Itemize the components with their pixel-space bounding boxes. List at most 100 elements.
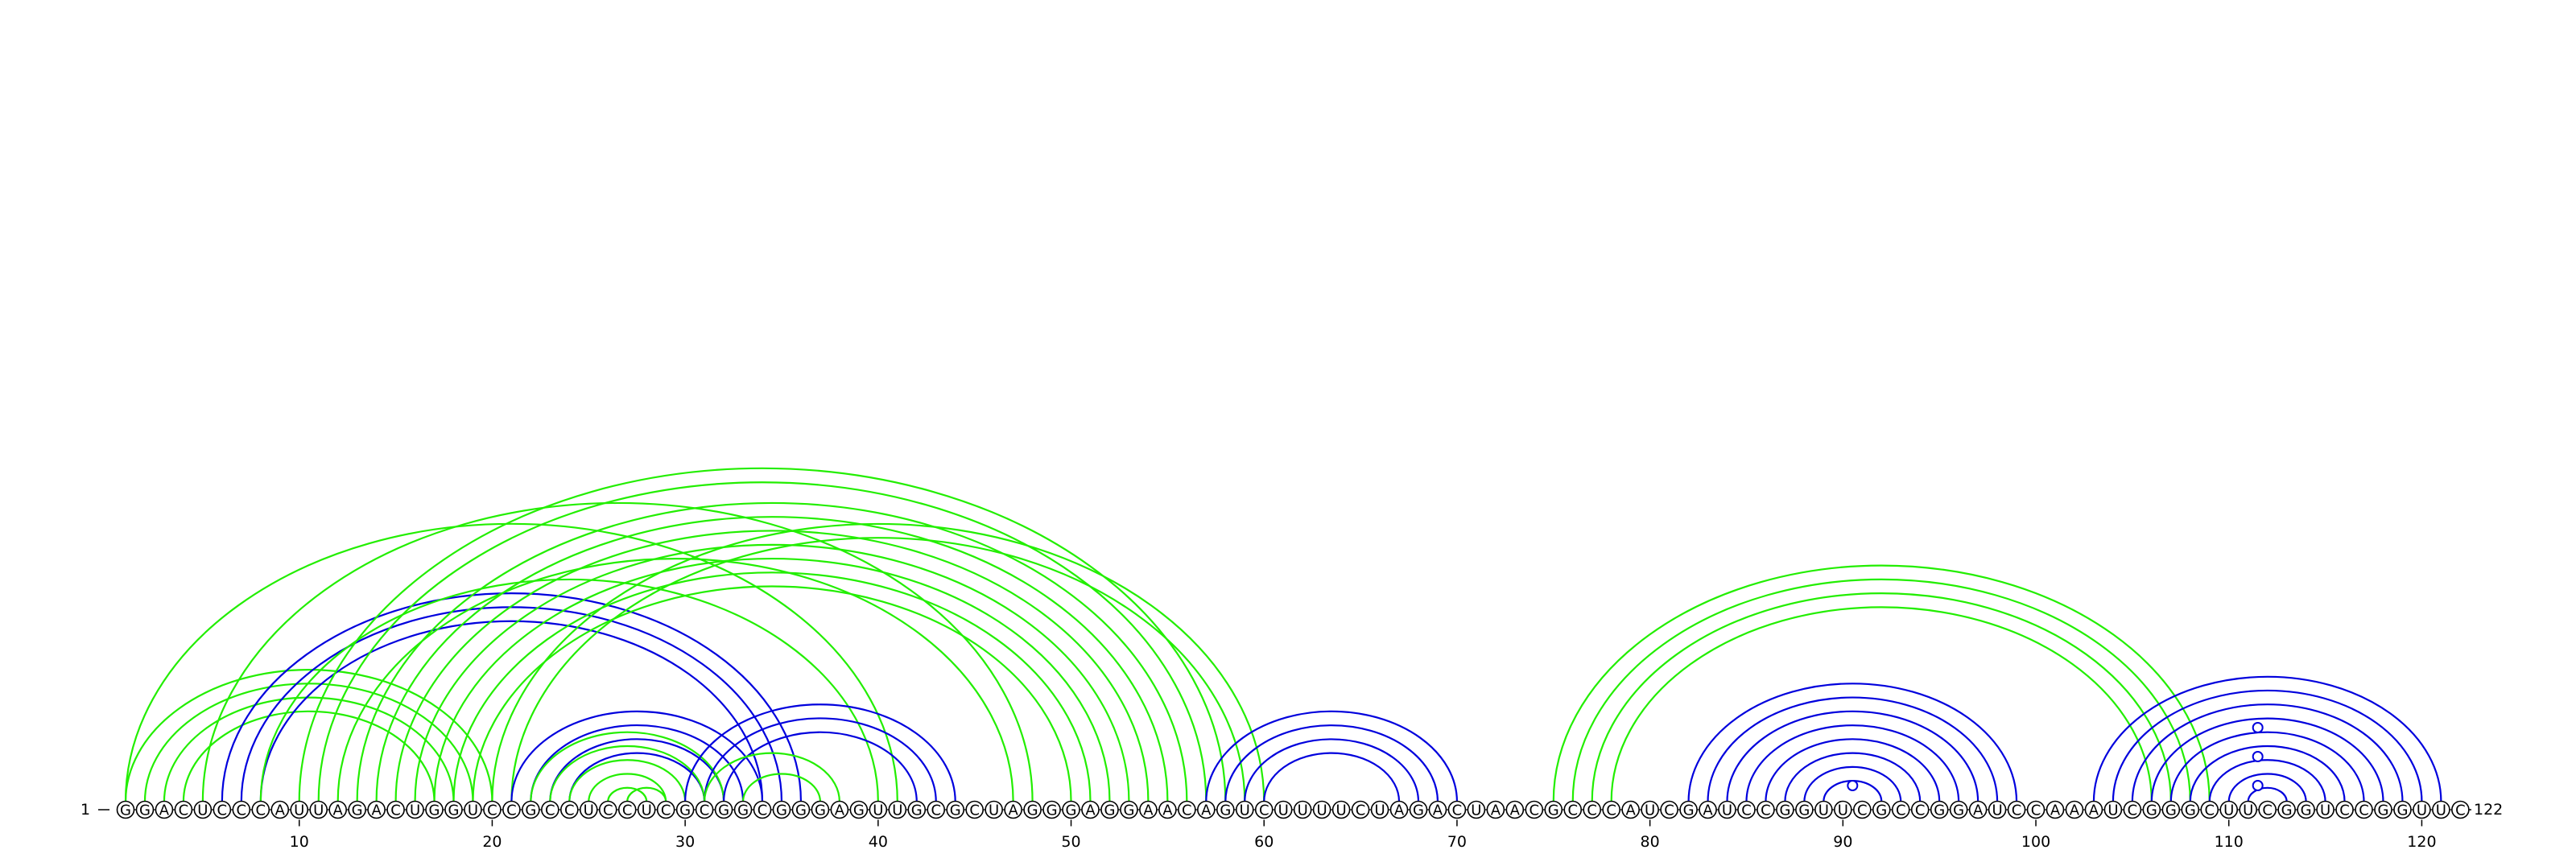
nucleotide-77: C	[1583, 800, 1602, 819]
loop-marker-2	[2252, 780, 2264, 791]
nucleotide-letter: A	[1703, 802, 1713, 819]
arc-32-42	[722, 731, 918, 802]
nucleotide-letter: C	[2262, 802, 2273, 819]
arc-19-50	[472, 585, 1072, 802]
position-ticks: 10 20 30 40 50 60 70 80 90 100 110 120	[290, 819, 2437, 851]
nucleotide-115: U	[2316, 800, 2334, 819]
nucleotide-letter: U	[1645, 802, 1655, 819]
nucleotide-circle	[1544, 800, 1563, 819]
nucleotide-letter: G	[1123, 802, 1134, 819]
nucleotide-circle	[1447, 800, 1467, 819]
nucleotide-letter: C	[2012, 802, 2022, 819]
nucleotide-letter: A	[1973, 802, 1984, 819]
arc-31-38	[704, 752, 840, 802]
nucleotide-6: C	[213, 800, 232, 819]
nucleotide-110: U	[2219, 800, 2239, 819]
nucleotide-letter: C	[390, 802, 401, 819]
tick-label-30: 30	[675, 833, 695, 851]
nucleotide-circle	[116, 800, 135, 819]
nucleotide-58: G	[1216, 800, 1235, 819]
nucleotide-112: C	[2258, 800, 2277, 819]
nucleotide-4: C	[174, 800, 193, 819]
nucleotide-circle	[1563, 800, 1583, 819]
nucleotide-78: C	[1602, 800, 1620, 819]
nucleotide-circle	[1853, 800, 1872, 819]
nucleotide-circle	[541, 800, 559, 819]
nucleotide-20: C	[483, 800, 502, 819]
nucleotide-letter: A	[1162, 802, 1173, 819]
tick-label-80: 80	[1641, 833, 1660, 851]
tick-label-90: 90	[1833, 833, 1852, 851]
nucleotide-116: C	[2335, 800, 2354, 819]
nucleotide-87: G	[1776, 800, 1794, 819]
nucleotide-letter: C	[700, 802, 710, 819]
nucleotide-circle	[1621, 800, 1640, 819]
nucleotide-circle	[888, 800, 907, 819]
nucleotide-circle	[1139, 800, 1158, 819]
nucleotide-letter: U	[1374, 802, 1385, 819]
arc-31-43	[704, 717, 937, 802]
nucleotide-letter: C	[1857, 802, 1868, 819]
nucleotide-49: G	[1042, 800, 1061, 819]
nucleotide-circle	[1467, 800, 1486, 819]
arc-77-107	[1591, 592, 2172, 802]
nucleotide-circle	[1370, 800, 1389, 819]
arc-8-34	[259, 620, 764, 802]
nucleotide-letter: U	[642, 802, 652, 819]
nucleotide-letter: G	[1779, 802, 1790, 819]
nucleotide-119: G	[2393, 800, 2412, 819]
nucleotide-circle	[2258, 800, 2277, 819]
nucleotide-83: A	[1699, 800, 1717, 819]
nucleotide-120: U	[2413, 800, 2431, 819]
nucleotide-letter: A	[1491, 802, 1501, 819]
nucleotide-letter: G	[448, 802, 460, 819]
arc-60-67	[1263, 752, 1401, 802]
nucleotide-76: C	[1563, 800, 1583, 819]
nucleotide-letter: U	[197, 802, 208, 819]
arc-12-47	[336, 557, 1014, 802]
nucleotide-letter: G	[795, 802, 807, 819]
tick-label-70: 70	[1447, 833, 1467, 851]
nucleotide-14: A	[367, 800, 386, 819]
nucleotide-letter: G	[2165, 802, 2177, 819]
nucleotide-circle	[1331, 800, 1351, 819]
nucleotide-59: U	[1235, 800, 1254, 819]
nucleotide-19: U	[464, 800, 482, 819]
nucleotide-circle	[2142, 800, 2161, 819]
nucleotide-108: G	[2181, 800, 2200, 819]
nucleotide-circle	[869, 800, 888, 819]
nucleotide-27: C	[617, 800, 637, 819]
nucleotide-97: A	[1968, 800, 1988, 819]
nucleotide-letter: G	[679, 802, 691, 819]
nucleotide-letter: U	[873, 802, 883, 819]
nucleotide-letter: C	[603, 802, 613, 819]
nucleotide-circle	[425, 800, 444, 819]
arc-24-30	[568, 759, 687, 802]
nucleotide-13: G	[348, 800, 366, 819]
nucleotide-letter: U	[1336, 802, 1347, 819]
nucleotide-circle	[1004, 800, 1022, 819]
nucleotide-3: A	[155, 800, 174, 819]
nucleotide-letter: C	[545, 802, 555, 819]
nucleotide-circle	[2393, 800, 2412, 819]
nucleotide-8: C	[251, 800, 270, 819]
nucleotide-118: G	[2374, 800, 2392, 819]
nucleotide-letter: U	[2243, 802, 2253, 819]
nucleotide-circle	[367, 800, 386, 819]
nucleotide-circle	[2277, 800, 2296, 819]
nucleotide-circle	[772, 800, 791, 819]
nucleotide-circle	[232, 800, 251, 819]
arc-22-33	[530, 724, 745, 802]
nucleotide-circle	[290, 800, 309, 819]
nucleotide-letter: C	[1606, 802, 1616, 819]
nucleotide-letter: C	[1664, 802, 1674, 819]
nucleotide-95: G	[1930, 800, 1949, 819]
nucleotide-letter: G	[2185, 802, 2196, 819]
nucleotide-18: G	[444, 800, 463, 819]
nucleotide-114: G	[2297, 800, 2315, 819]
nucleotide-circle	[1120, 800, 1138, 819]
nucleotide-circle	[946, 800, 965, 819]
loop-marker-1	[1847, 780, 1859, 791]
